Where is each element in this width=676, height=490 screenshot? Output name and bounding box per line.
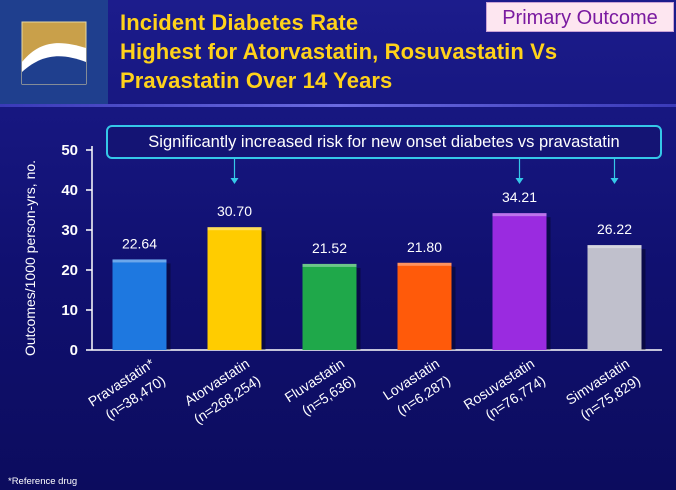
- callout-arrow-head: [610, 178, 619, 184]
- reference-footnote: *Reference drug: [8, 476, 78, 487]
- title-divider: [0, 104, 676, 107]
- y-tick-label: 30: [61, 222, 78, 239]
- y-tick-label: 0: [70, 342, 78, 359]
- y-tick-label: 20: [61, 262, 78, 279]
- y-axis-label: Outcomes/1000 person-yrs, no.: [22, 160, 38, 356]
- callout-arrow-head: [515, 178, 524, 184]
- data-label: 26.22: [597, 221, 632, 237]
- data-label: 30.70: [217, 203, 252, 219]
- title-line-1: Incident Diabetes Rate: [120, 10, 359, 35]
- bar: [397, 262, 452, 350]
- y-tick-label: 10: [61, 302, 78, 319]
- primary-outcome-badge: Primary Outcome: [486, 2, 674, 32]
- bar: [492, 213, 547, 350]
- data-label: 22.64: [122, 235, 157, 251]
- bar-highlight: [492, 213, 547, 217]
- bar: [112, 259, 167, 350]
- data-label: 34.21: [502, 189, 537, 205]
- bar-highlight: [302, 263, 357, 267]
- bar: [587, 245, 642, 350]
- bar: [207, 227, 262, 350]
- title-line-2: Highest for Atorvastatin, Rosuvastatin V…: [120, 39, 558, 64]
- data-label: 21.52: [312, 240, 347, 256]
- callout-arrow-head: [230, 178, 239, 184]
- bar-highlight: [207, 227, 262, 231]
- bar: [302, 263, 357, 350]
- title-line-3: Pravastatin Over 14 Years: [120, 68, 393, 93]
- page-title: Incident Diabetes Rate Highest for Atorv…: [120, 8, 600, 95]
- y-tick-label: 50: [61, 142, 78, 159]
- logo-emblem: [21, 21, 87, 85]
- significance-callout: Significantly increased risk for new ons…: [106, 125, 662, 159]
- y-tick-label: 40: [61, 182, 78, 199]
- data-label: 21.80: [407, 239, 442, 255]
- bar-highlight: [112, 259, 167, 263]
- bar-highlight: [397, 262, 452, 266]
- logo: [0, 0, 108, 104]
- bar-highlight: [587, 245, 642, 249]
